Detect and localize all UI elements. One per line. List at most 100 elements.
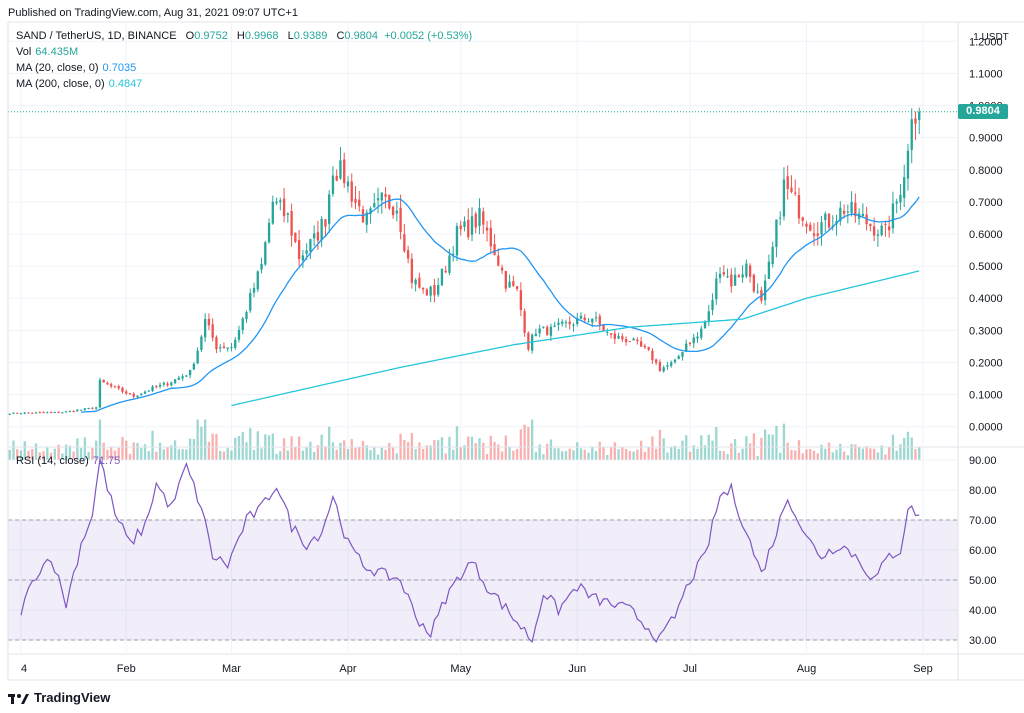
volume-label: Vol <box>16 46 32 58</box>
candle-body <box>482 211 485 225</box>
ma20-line <box>81 196 920 413</box>
candle-body <box>914 118 917 124</box>
currency-unit[interactable]: 1 USDT <box>973 32 1009 43</box>
volume-bar <box>410 432 414 460</box>
candle-body <box>658 361 662 372</box>
volume-bar <box>339 442 342 460</box>
candle-body <box>696 336 699 339</box>
volume-bar <box>782 423 786 460</box>
volume-bar <box>527 426 530 460</box>
candle-body <box>12 412 15 414</box>
volume-bar <box>335 449 338 460</box>
candle-body <box>31 412 34 414</box>
candle-body <box>328 194 331 224</box>
time-tick-label: May <box>450 663 471 675</box>
volume-bar <box>354 448 357 460</box>
volume-bar <box>846 455 849 460</box>
candle-body <box>324 219 327 227</box>
rsi-tick-label: 70.00 <box>969 515 997 527</box>
candle-body <box>647 347 650 350</box>
volume-bar <box>125 440 128 460</box>
volume-bar <box>361 440 365 460</box>
candle-body <box>903 177 906 198</box>
volume-bar <box>260 448 263 460</box>
volume-bar <box>651 436 654 460</box>
volume-bar <box>42 451 45 460</box>
volume-bar <box>406 442 410 460</box>
volume-bar <box>839 443 842 460</box>
candle-body <box>403 234 406 252</box>
candle-body <box>794 192 797 194</box>
candle-body <box>474 213 477 228</box>
volume-bar <box>331 442 335 460</box>
volume-bar <box>83 437 87 460</box>
candle-body <box>380 192 383 201</box>
candle-body <box>861 213 865 216</box>
candle-body <box>681 352 684 357</box>
candle-body <box>226 347 229 349</box>
candle-body <box>282 198 286 217</box>
candle-body <box>444 270 447 273</box>
candle-body <box>125 391 128 394</box>
volume-value: 64.435M <box>35 46 79 58</box>
volume-bar <box>230 450 233 460</box>
candle-body <box>666 365 669 367</box>
volume-bar <box>493 441 496 460</box>
candle-body <box>350 181 353 202</box>
rsi-legend[interactable]: RSI (14, close) 71.75 <box>16 455 120 467</box>
candle-body <box>872 226 876 236</box>
volume-bar <box>403 439 406 460</box>
candle-body <box>839 207 842 222</box>
candle-body <box>711 300 714 310</box>
candle-body <box>722 271 725 275</box>
candle-body <box>418 277 421 288</box>
ma200-legend[interactable]: MA (200, close, 0) 0.4847 <box>16 78 142 90</box>
volume-bar <box>425 445 429 460</box>
volume-bar <box>132 442 135 460</box>
candle-body <box>549 326 553 336</box>
tradingview-brand[interactable]: TradingView <box>8 690 110 705</box>
candle-body <box>309 239 312 252</box>
rsi-tick-label: 80.00 <box>969 485 997 497</box>
candle-body <box>275 201 278 204</box>
candle-body <box>155 386 158 388</box>
time-tick-label: Mar <box>222 663 241 675</box>
volume-bar <box>376 454 380 460</box>
volume-bar <box>794 450 797 460</box>
volume-bar <box>730 443 733 460</box>
candle-body <box>16 412 19 414</box>
change-value: +0.0052 (+0.53%) <box>384 30 473 42</box>
ma20-value: 0.7035 <box>102 62 137 74</box>
volume-bar <box>388 442 391 460</box>
volume-bar <box>294 446 297 460</box>
candle-body <box>215 337 218 350</box>
candle-body <box>68 410 72 412</box>
candle-body <box>211 324 214 338</box>
volume-bar <box>816 453 819 460</box>
volume-bar <box>718 450 722 460</box>
candle-body <box>98 379 102 408</box>
volume-bar <box>703 445 707 460</box>
candle-body <box>297 240 301 260</box>
symbol-legend[interactable]: SAND / TetherUS, 1D, BINANCE O0.9752 H0.… <box>16 30 472 42</box>
volume-bar <box>914 449 917 460</box>
candle-body <box>546 326 549 335</box>
candle-body <box>553 325 556 327</box>
candle-body <box>891 203 895 229</box>
volume-legend[interactable]: Vol 64.435M <box>16 46 78 58</box>
volume-bar <box>234 437 237 460</box>
volume-bar <box>34 443 38 460</box>
candle-body <box>700 328 703 338</box>
candle-body <box>662 367 665 372</box>
open-value: 0.9752 <box>194 30 228 42</box>
volume-bar <box>19 450 23 460</box>
ma20-legend[interactable]: MA (20, close, 0) 0.7035 <box>16 62 136 74</box>
volume-bar <box>98 419 102 460</box>
candle-body <box>414 279 417 285</box>
candle-body <box>688 342 692 344</box>
candle-body <box>219 347 222 349</box>
candle-body <box>707 311 710 322</box>
candle-body <box>8 413 11 415</box>
candle-body <box>369 208 372 214</box>
candle-body <box>906 150 910 179</box>
